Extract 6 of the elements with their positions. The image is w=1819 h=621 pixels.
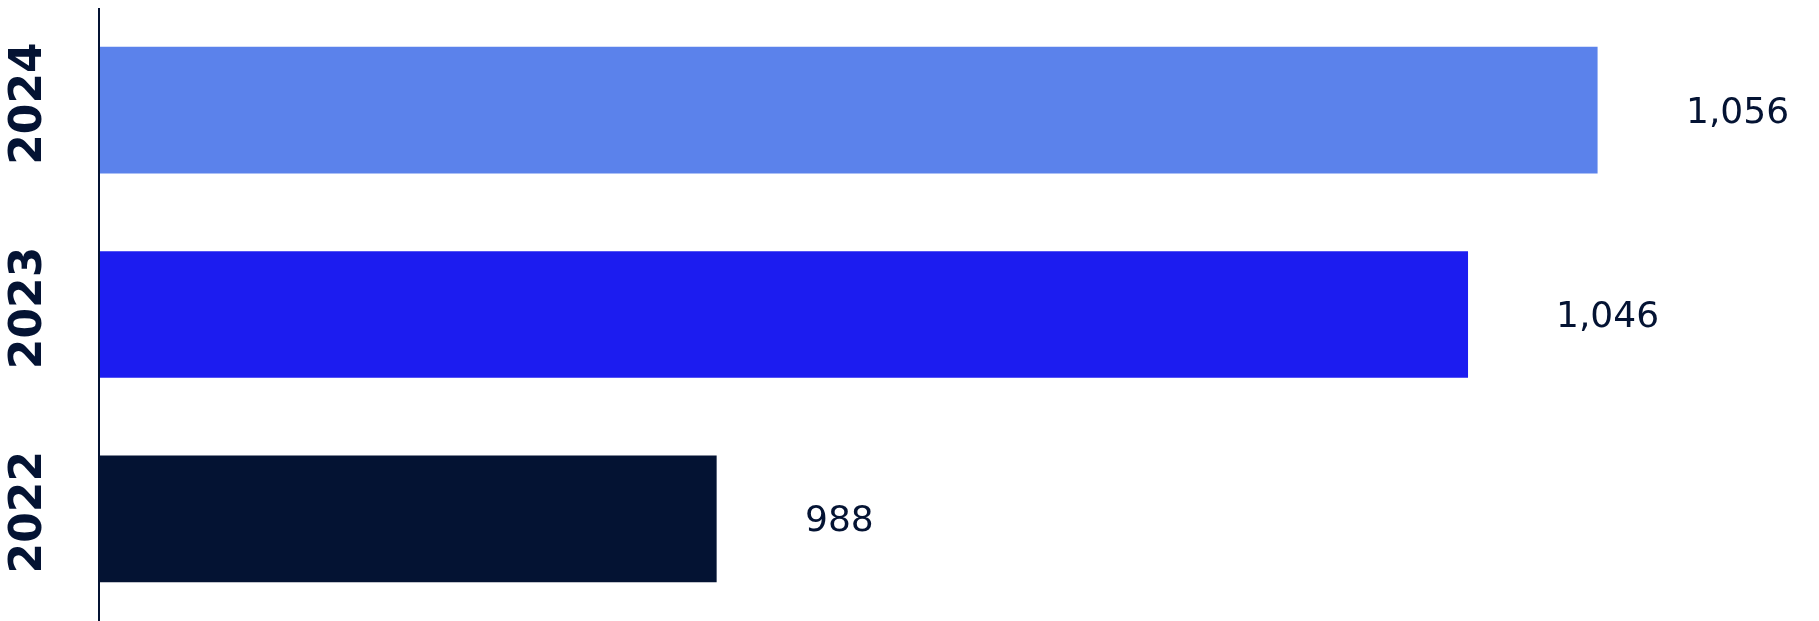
data-label: 988 [805,498,874,539]
y-tick-label: 2023 [0,246,51,370]
y-tick-label: 2024 [0,42,51,165]
data-label: 1,046 [1556,294,1660,335]
y-tick-label: 2022 [0,451,51,574]
data-label: 1,056 [1686,90,1790,131]
